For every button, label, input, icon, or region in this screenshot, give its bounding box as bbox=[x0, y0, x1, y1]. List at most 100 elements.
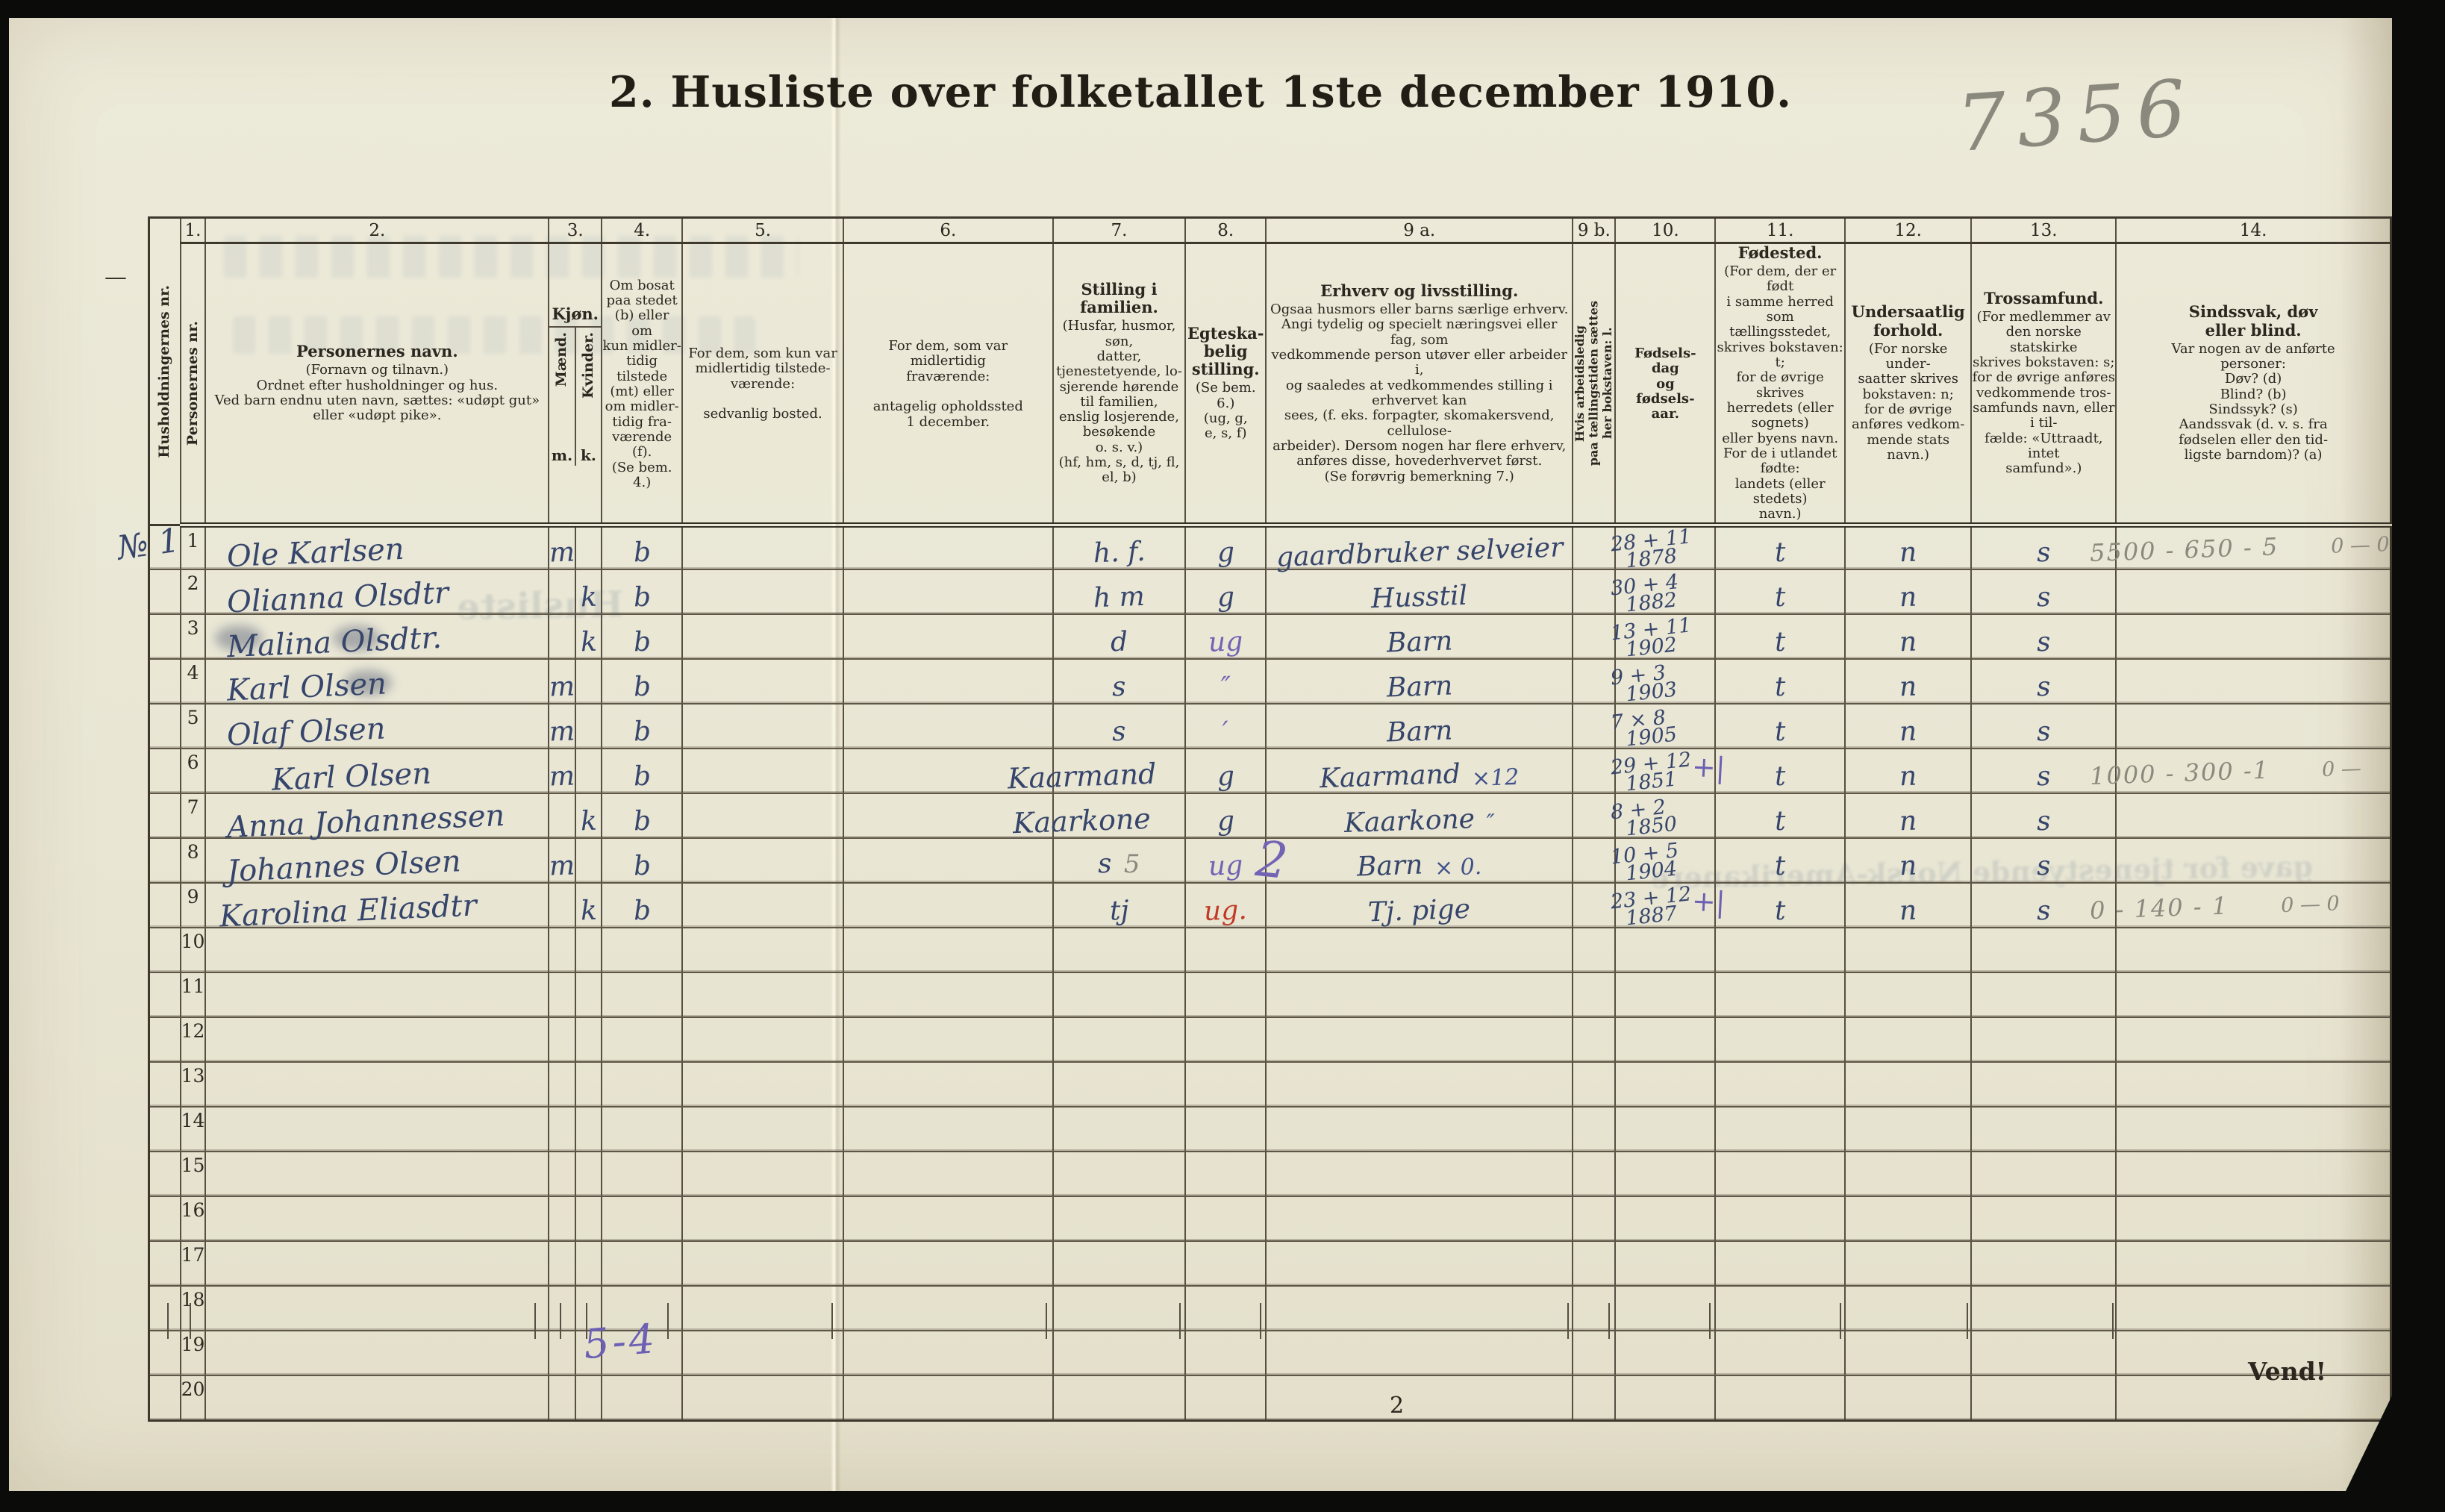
sex-male-handwritten: m bbox=[549, 537, 576, 569]
cell-disabilities bbox=[2116, 659, 2392, 705]
cell-family-position: h m bbox=[1052, 569, 1187, 616]
cell-birthplace bbox=[1715, 1331, 1846, 1377]
cell-marital-status bbox=[1185, 1375, 1267, 1422]
birthplace-handwritten: t bbox=[1774, 850, 1787, 882]
cell-name bbox=[205, 1017, 550, 1063]
cell-unemployed bbox=[1573, 928, 1617, 974]
cell-birthdate bbox=[1615, 928, 1717, 974]
cell-birthplace: t bbox=[1715, 569, 1846, 616]
cell-temporary-absent-place bbox=[843, 1241, 1054, 1287]
cell-residence-status bbox=[602, 1375, 684, 1422]
cell-birthplace: t bbox=[1715, 793, 1846, 840]
occupation-annotation: ×12 bbox=[1471, 763, 1520, 793]
sex-male-handwritten: m bbox=[549, 716, 576, 748]
cell-birthplace bbox=[1715, 1375, 1846, 1422]
cell-sex-male bbox=[549, 1107, 577, 1153]
religion-handwritten: s bbox=[2036, 671, 2052, 703]
cell-occupation: Barn bbox=[1266, 614, 1574, 660]
cell-disabilities: 1000 - 300 -1 0 — bbox=[2090, 749, 2392, 795]
religion-handwritten: s bbox=[2036, 760, 2052, 793]
cell-religion bbox=[1971, 1241, 2117, 1287]
header-disabilities: Sindssvak, døv eller blind. Var nogen av … bbox=[2116, 243, 2392, 528]
cell-occupation bbox=[1266, 1107, 1574, 1153]
cell-birthplace bbox=[1715, 1017, 1846, 1063]
colnum-11: 11. bbox=[1715, 216, 1846, 244]
rule-stub bbox=[1179, 1303, 1181, 1339]
cell-name bbox=[205, 928, 550, 974]
cell-unemployed bbox=[1573, 1375, 1617, 1422]
cell-disabilities bbox=[2116, 1196, 2392, 1243]
header-family-position: Stilling i familien. (Husfar, husmor, søn… bbox=[1052, 243, 1187, 528]
cell-residence-status bbox=[602, 1017, 684, 1063]
cell-temporary-present-home bbox=[682, 1017, 844, 1063]
cell-sex-male bbox=[549, 972, 577, 1019]
cell-temporary-absent-place bbox=[843, 704, 1054, 750]
residence-status-handwritten: b bbox=[632, 626, 652, 658]
rule-stub bbox=[167, 1303, 169, 1339]
cell-sex-female bbox=[575, 525, 603, 571]
cell-temporary-absent-place bbox=[843, 749, 1054, 795]
residence-status-handwritten: b bbox=[632, 850, 652, 882]
header-marital-status: Egteska- belig stilling. (Se bem. 6.) (ug… bbox=[1185, 243, 1267, 528]
residence-status-handwritten: b bbox=[632, 537, 652, 569]
cell-household-no bbox=[149, 1331, 181, 1377]
birthplace-handwritten: t bbox=[1774, 805, 1787, 837]
cell-religion: s bbox=[1971, 793, 2117, 840]
cell-birthdate bbox=[1615, 1286, 1717, 1332]
cell-birthplace: t bbox=[1715, 704, 1846, 750]
page-number: 2 bbox=[1390, 1393, 1405, 1419]
cell-name bbox=[205, 972, 550, 1019]
cell-disabilities bbox=[2116, 1152, 2392, 1198]
cell-marital-status bbox=[1185, 1196, 1267, 1243]
cell-unemployed bbox=[1573, 1107, 1617, 1153]
cell-person-no: 20 bbox=[180, 1375, 207, 1422]
cell-birthdate: 28 + 11 1878 bbox=[1610, 525, 1717, 572]
cell-citizenship bbox=[1844, 1241, 1973, 1287]
occupation-handwritten: Kaarmand bbox=[1318, 758, 1461, 795]
cell-name bbox=[205, 1107, 550, 1153]
religion-handwritten: s bbox=[2036, 581, 2052, 613]
cell-birthdate: 8 + 2 1850 bbox=[1610, 793, 1717, 840]
cell-person-no: 14 bbox=[180, 1107, 207, 1153]
cell-birthplace: t bbox=[1715, 749, 1846, 795]
cell-name: Karl Olsen bbox=[205, 749, 550, 798]
cell-temporary-absent-place bbox=[843, 525, 1054, 571]
cell-person-no: 2 bbox=[180, 569, 207, 616]
cell-name bbox=[205, 1241, 550, 1287]
cell-marital-status bbox=[1185, 972, 1267, 1019]
cell-occupation bbox=[1266, 1017, 1574, 1063]
rule-stub bbox=[1260, 1303, 1261, 1339]
residence-status-handwritten: b bbox=[632, 895, 652, 927]
marital-status-handwritten: g bbox=[1217, 760, 1235, 793]
purple-check-mark: +| bbox=[1690, 750, 1726, 785]
table-row: 8 Johannes Olsen m b s 5 ug 2 Barn × 0. 10 + 5 1904… bbox=[149, 830, 2392, 890]
cell-sex-female bbox=[575, 1375, 603, 1422]
cell-occupation bbox=[1266, 928, 1574, 974]
cell-person-no: 5 bbox=[180, 704, 207, 750]
cell-citizenship: n bbox=[1844, 659, 1973, 705]
cell-marital-status: g bbox=[1185, 569, 1267, 616]
cell-citizenship bbox=[1844, 972, 1973, 1019]
cell-temporary-present-home bbox=[682, 1286, 844, 1332]
cell-person-no: 7 bbox=[180, 793, 207, 840]
religion-handwritten: s bbox=[2036, 626, 2052, 658]
birthplace-handwritten: t bbox=[1774, 581, 1787, 613]
cell-occupation: Kaarkone ″ bbox=[1266, 793, 1574, 840]
cell-disabilities bbox=[2116, 1017, 2392, 1063]
marital-status-handwritten: ug bbox=[1208, 626, 1244, 658]
corner-number-pencil: 7356 bbox=[1954, 61, 2199, 170]
cell-disabilities bbox=[2116, 928, 2392, 974]
cell-temporary-absent-place bbox=[843, 1062, 1054, 1108]
header-residence: Om bosat paa stedet (b) eller om kun mid… bbox=[602, 243, 684, 528]
cell-religion bbox=[1971, 1062, 2117, 1108]
tally-note-handwritten: 5-4 bbox=[581, 1314, 660, 1369]
cell-sex-male: m bbox=[549, 838, 577, 884]
cell-family-position bbox=[1052, 928, 1187, 974]
cell-sex-male bbox=[549, 1241, 577, 1287]
rule-stub bbox=[2112, 1303, 2114, 1339]
cell-family-position: s bbox=[1052, 659, 1187, 705]
scanned-census-sheet: Husliste gave for tjenestyende Norsk-Ame… bbox=[9, 18, 2392, 1491]
pencil-tally-line1: 5500 - 650 - 5 bbox=[2089, 532, 2280, 568]
citizenship-handwritten: n bbox=[1899, 537, 1917, 569]
birthdate-handwritten: 13 + 11 1902 bbox=[1610, 613, 1716, 661]
